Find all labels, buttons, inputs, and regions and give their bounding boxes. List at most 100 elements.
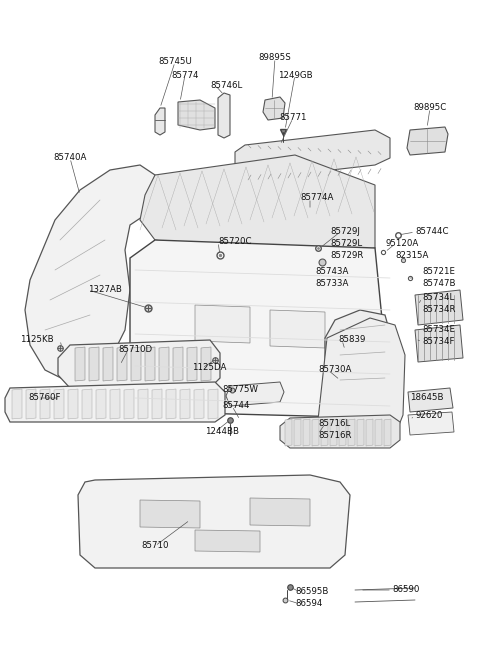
Polygon shape <box>152 389 162 419</box>
Text: 1249GB: 1249GB <box>278 71 312 79</box>
Polygon shape <box>140 500 200 528</box>
Text: 95120A: 95120A <box>385 240 418 248</box>
Text: 18645B: 18645B <box>410 394 444 403</box>
Polygon shape <box>180 389 190 419</box>
Text: 85716L: 85716L <box>318 419 350 428</box>
Polygon shape <box>155 108 165 135</box>
Polygon shape <box>26 389 36 419</box>
Polygon shape <box>384 419 391 446</box>
Text: 85729L: 85729L <box>330 240 362 248</box>
Polygon shape <box>117 347 127 381</box>
Text: 85743A: 85743A <box>315 267 348 276</box>
Text: 82315A: 82315A <box>395 252 428 261</box>
Polygon shape <box>166 389 176 419</box>
Text: 85744C: 85744C <box>415 227 448 236</box>
Polygon shape <box>250 498 310 526</box>
Polygon shape <box>173 347 183 381</box>
Polygon shape <box>195 530 260 552</box>
Polygon shape <box>330 419 337 446</box>
Polygon shape <box>140 155 375 262</box>
Text: 85716R: 85716R <box>318 432 351 441</box>
Polygon shape <box>415 325 463 362</box>
Text: 85744: 85744 <box>222 402 250 411</box>
Text: 85730A: 85730A <box>318 365 351 375</box>
Polygon shape <box>408 388 453 412</box>
Polygon shape <box>408 412 454 435</box>
Text: 85710D: 85710D <box>118 345 152 354</box>
Polygon shape <box>226 382 284 406</box>
Polygon shape <box>58 340 220 388</box>
Polygon shape <box>54 389 64 419</box>
Text: 85721E: 85721E <box>422 267 455 276</box>
Text: 85745U: 85745U <box>158 58 192 67</box>
Polygon shape <box>25 165 158 380</box>
Text: 85740A: 85740A <box>53 153 87 162</box>
Polygon shape <box>82 389 92 419</box>
Polygon shape <box>208 389 218 419</box>
Polygon shape <box>357 419 364 446</box>
Text: 1244BB: 1244BB <box>205 428 239 436</box>
Polygon shape <box>263 97 285 120</box>
Polygon shape <box>145 347 155 381</box>
Polygon shape <box>415 290 463 325</box>
Polygon shape <box>159 347 169 381</box>
Polygon shape <box>285 419 292 446</box>
Polygon shape <box>375 419 382 446</box>
Polygon shape <box>201 347 211 381</box>
Polygon shape <box>131 347 141 381</box>
Text: 92620: 92620 <box>415 411 443 421</box>
Polygon shape <box>325 310 392 428</box>
Polygon shape <box>321 419 328 446</box>
Polygon shape <box>303 419 310 446</box>
Text: 85734E: 85734E <box>422 326 455 335</box>
Polygon shape <box>366 419 373 446</box>
Text: 1125KB: 1125KB <box>20 335 54 345</box>
Text: 85775W: 85775W <box>222 386 258 394</box>
Polygon shape <box>12 389 22 419</box>
Text: 85746L: 85746L <box>210 81 242 90</box>
Text: 1125DA: 1125DA <box>192 364 227 373</box>
Polygon shape <box>5 382 225 422</box>
Polygon shape <box>294 419 301 446</box>
Text: 85771: 85771 <box>279 113 307 122</box>
Polygon shape <box>348 419 355 446</box>
Polygon shape <box>75 347 85 381</box>
Polygon shape <box>138 389 148 419</box>
Polygon shape <box>318 318 405 445</box>
Text: 85734L: 85734L <box>422 293 454 303</box>
Polygon shape <box>270 310 325 348</box>
Text: 85760F: 85760F <box>28 394 60 403</box>
Text: 85734R: 85734R <box>422 305 456 314</box>
Polygon shape <box>40 389 50 419</box>
Polygon shape <box>68 389 78 419</box>
Text: 85729J: 85729J <box>330 227 360 236</box>
Polygon shape <box>195 305 250 343</box>
Polygon shape <box>130 240 390 418</box>
Text: 86590: 86590 <box>392 586 420 595</box>
Text: 85720C: 85720C <box>218 238 252 246</box>
Text: 1327AB: 1327AB <box>88 286 122 295</box>
Text: 85747B: 85747B <box>422 280 456 288</box>
Polygon shape <box>103 347 113 381</box>
Polygon shape <box>110 389 120 419</box>
Polygon shape <box>312 419 319 446</box>
Polygon shape <box>89 347 99 381</box>
Polygon shape <box>218 93 230 138</box>
Polygon shape <box>280 415 400 448</box>
Text: 89895C: 89895C <box>413 103 446 113</box>
Polygon shape <box>187 347 197 381</box>
Text: 85710: 85710 <box>141 542 169 550</box>
Text: 85729R: 85729R <box>330 252 363 261</box>
Text: 85839: 85839 <box>338 335 365 345</box>
Text: 85774A: 85774A <box>300 193 334 202</box>
Polygon shape <box>178 100 215 130</box>
Text: 85733A: 85733A <box>315 280 348 288</box>
Polygon shape <box>194 389 204 419</box>
Polygon shape <box>124 389 134 419</box>
Text: 86594: 86594 <box>295 599 323 608</box>
Text: 89895S: 89895S <box>259 54 291 62</box>
Text: 86595B: 86595B <box>295 588 328 597</box>
Text: 85774: 85774 <box>171 71 199 79</box>
Text: 85734F: 85734F <box>422 337 455 346</box>
Polygon shape <box>96 389 106 419</box>
